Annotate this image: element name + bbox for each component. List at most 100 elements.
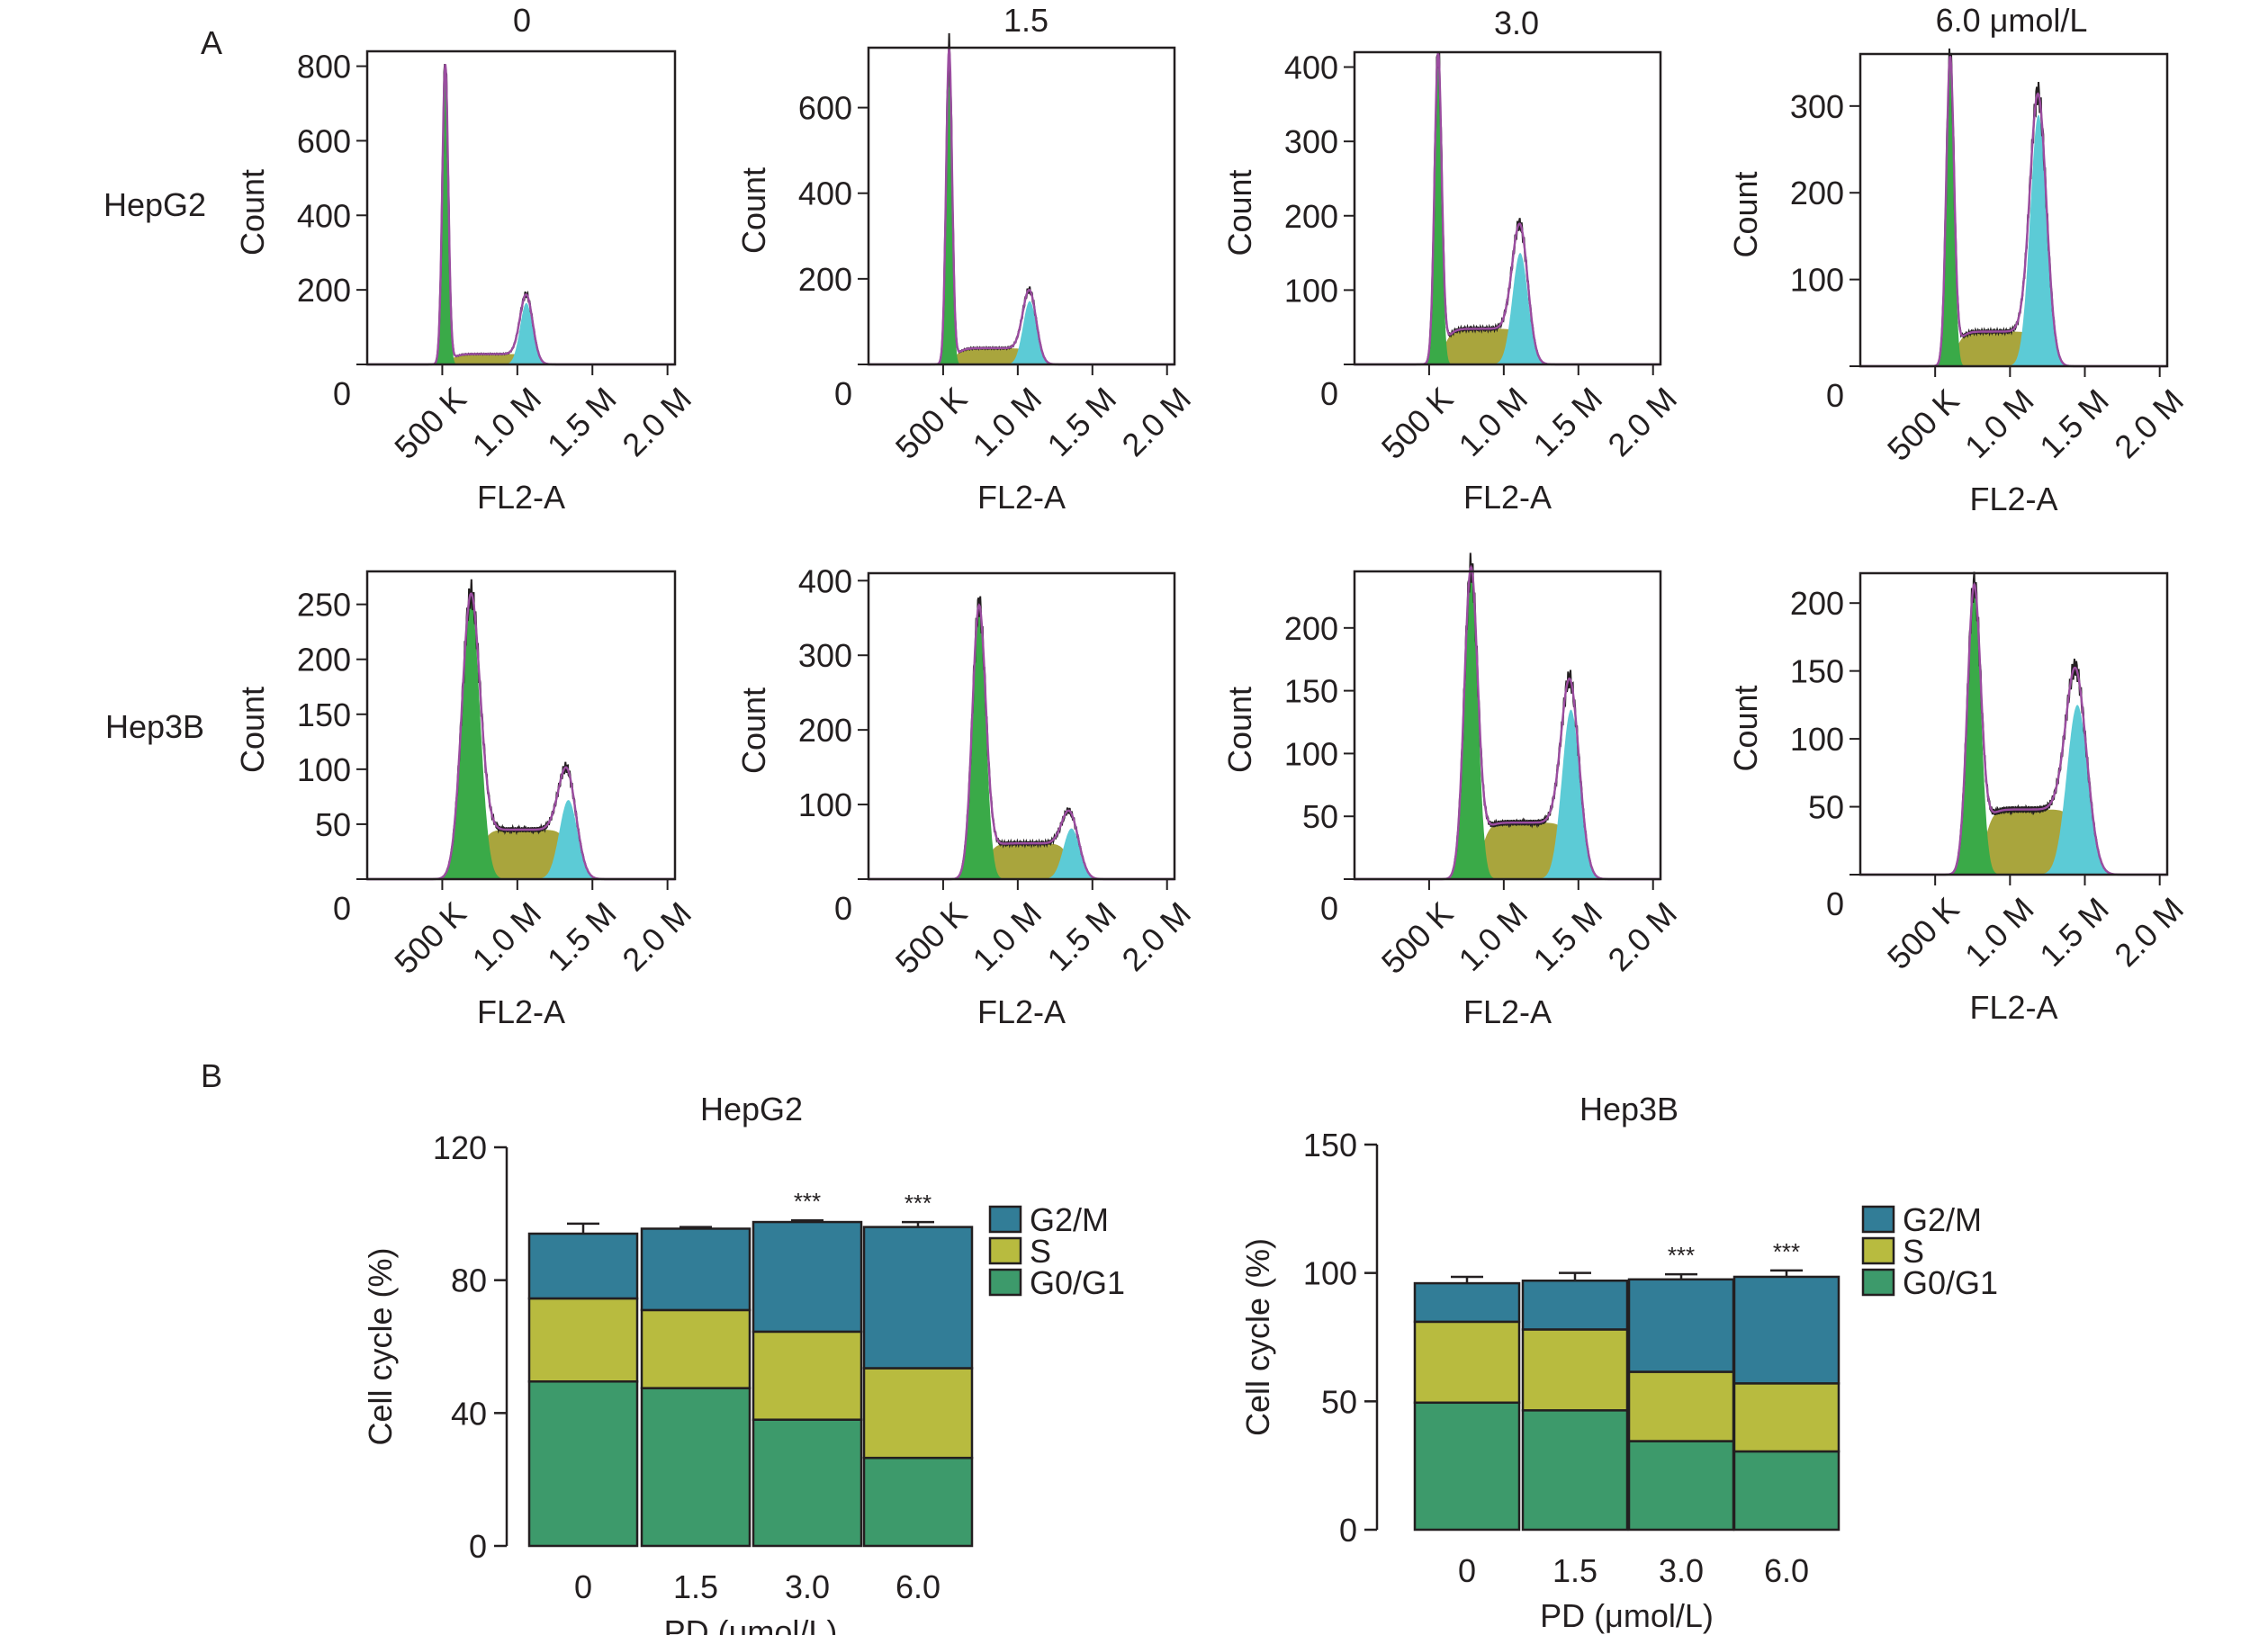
x-tick-label: 2.0 M (615, 894, 698, 978)
y-tick-label: 150 (1303, 1127, 1357, 1163)
y-axis-label: Cell cycle (%) (1239, 1238, 1276, 1436)
x-tick-label: 1.5 M (540, 894, 624, 978)
y-tick-label: 200 (297, 272, 351, 309)
x-tick-label: 2.0 M (1114, 380, 1198, 463)
y-tick-label: 100 (1790, 262, 1844, 299)
histogram-panel-hepg2-3: 0 100 200 300 500 K1.0 M1.5 M2.0 M FL2-A Count (1727, 48, 2191, 517)
plot-frame (1353, 570, 1662, 881)
stacked-bar-panels: HepG2 0 40 80 120 Cell cycle (%) 0 1.5 *** 3.0 ***… (362, 1091, 1998, 1635)
y-axis-label: Count (735, 167, 772, 254)
g0g1-peak-area (435, 598, 508, 879)
x-tick-label: 2.0 M (1600, 894, 1684, 978)
bar-segment-g2m (1627, 1278, 1735, 1373)
legend-label-g0g1: G0/G1 (1903, 1264, 1998, 1301)
y-tick-label: 400 (798, 175, 852, 212)
y-tick-label: 200 (1790, 585, 1844, 622)
bar-segment-s (1732, 1382, 1840, 1453)
concentration-header-2: 3.0 (1494, 4, 1539, 41)
x-axis-label: FL2-A (1463, 479, 1552, 516)
y-axis-label: Count (234, 169, 271, 256)
chart-title: HepG2 (700, 1091, 803, 1127)
y-tick-label: 50 (1321, 1383, 1357, 1420)
legend-label-g0g1: G0/G1 (1030, 1264, 1125, 1301)
bar-chart-hepg2: HepG2 0 40 80 120 Cell cycle (%) 0 1.5 *** 3.0 ***… (362, 1091, 1125, 1635)
bar-segment-g2m (640, 1227, 752, 1312)
x-axis-label: FL2-A (477, 479, 565, 516)
plot-frame (867, 571, 1176, 881)
x-tick-label: 2.0 M (1114, 894, 1198, 978)
legend-label-g2m: G2/M (1903, 1201, 1982, 1238)
model-fit-line (868, 603, 1174, 881)
concentration-header-1: 1.5 (1004, 2, 1048, 39)
y-tick-label: 0 (1339, 1512, 1357, 1549)
y-tick-label: 0 (333, 375, 351, 412)
significance-marker: *** (1773, 1238, 1800, 1265)
x-axis-label: FL2-A (1969, 989, 2057, 1026)
bar-segment-s (752, 1330, 863, 1421)
bar-segment-g0g1 (1732, 1450, 1840, 1532)
x-tick-label: 2.0 M (2107, 890, 2191, 974)
x-tick-label: 3.0 (785, 1568, 830, 1605)
y-tick-label: 80 (451, 1262, 487, 1299)
chart-title: Hep3B (1580, 1091, 1678, 1127)
bar-segment-s (1627, 1370, 1735, 1442)
x-axis-label: FL2-A (977, 993, 1066, 1030)
x-axis-label: FL2-A (1969, 481, 2057, 517)
y-tick-label: 0 (333, 890, 351, 927)
g0g1-peak-area (1934, 62, 1966, 367)
g2m-peak-area (2035, 705, 2120, 875)
g2m-peak-area (1534, 709, 1607, 879)
y-tick-label: 100 (1303, 1255, 1357, 1292)
y-tick-label: 400 (297, 197, 351, 234)
y-tick-label: 200 (1284, 610, 1338, 647)
legend-label-s: S (1903, 1233, 1924, 1270)
y-tick-label: 100 (1284, 735, 1338, 772)
legend-swatch-s (988, 1236, 1022, 1265)
y-tick-label: 200 (798, 261, 852, 298)
bar-segment-s (1413, 1320, 1521, 1405)
x-tick-label: 1.5 M (1040, 380, 1123, 463)
panel-label-a: A (201, 24, 222, 61)
y-axis-label: Count (1221, 687, 1258, 773)
y-tick-label: 0 (834, 890, 852, 927)
bar-segment-s (640, 1308, 752, 1389)
x-tick-label: 1.5 (1552, 1552, 1598, 1589)
y-tick-label: 600 (297, 122, 351, 159)
histogram-panel-hep3b-7: 0 50 100 150 200 500 K1.0 M1.5 M2.0 M FL2-A Cou… (1727, 571, 2191, 1026)
x-tick-label: 2.0 M (1600, 380, 1684, 463)
y-tick-label: 120 (433, 1129, 487, 1166)
x-tick-label: 500 K (888, 380, 975, 466)
x-tick-label: 500 K (1880, 890, 1966, 976)
g0g1-peak-area (1444, 571, 1498, 879)
x-tick-label: 1.0 M (464, 894, 548, 978)
g0g1-peak-area (1947, 589, 2002, 875)
bar-segment-g0g1 (1627, 1440, 1735, 1532)
plot-frame (1858, 52, 2169, 368)
histogram-panel-hep3b-5: 0 100 200 300 400 500 K1.0 M1.5 M2.0 M FL2-A Co… (735, 562, 1198, 1030)
y-tick-label: 400 (798, 562, 852, 599)
x-axis-label: FL2-A (977, 479, 1066, 516)
g2m-peak-area (2005, 114, 2072, 366)
x-tick-label: 1.0 M (1958, 382, 2041, 465)
legend-swatch-g2m (988, 1205, 1022, 1234)
x-tick-label: 2.0 M (615, 380, 698, 463)
y-axis-label: Count (1221, 169, 1258, 256)
x-tick-label: 2.0 M (2107, 382, 2191, 465)
bar-segment-g2m (1521, 1279, 1629, 1331)
g2m-peak-area (1039, 828, 1104, 879)
model-fit-line (1860, 56, 2167, 368)
y-tick-label: 100 (297, 751, 351, 788)
y-tick-label: 150 (1790, 653, 1844, 690)
y-axis-label: Count (234, 687, 271, 773)
x-tick-label: 1.5 M (1526, 894, 1609, 978)
y-tick-label: 50 (1808, 789, 1844, 826)
plot-frame (1353, 50, 1662, 366)
x-tick-label: 1.0 M (966, 380, 1049, 463)
bar-segment-g2m (752, 1220, 863, 1334)
legend-swatch-g2m (1861, 1205, 1895, 1234)
x-tick-label: 1.5 M (2032, 382, 2116, 465)
x-tick-label: 1.5 M (540, 380, 624, 463)
y-tick-label: 300 (1284, 123, 1338, 160)
